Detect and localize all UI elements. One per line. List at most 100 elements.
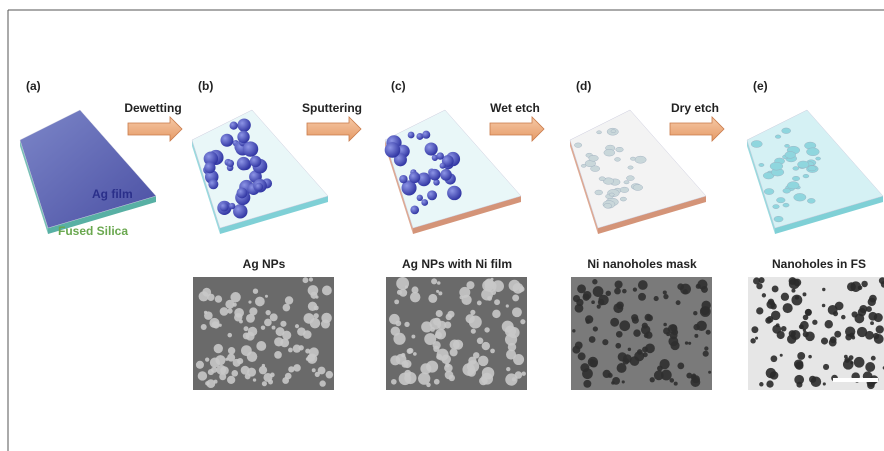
sem-feature <box>688 342 691 345</box>
nanohole <box>630 157 635 160</box>
sem-feature <box>315 296 318 299</box>
sem-feature <box>612 377 620 385</box>
sem-feature <box>198 371 207 380</box>
sem-feature <box>210 357 220 367</box>
sem-feature <box>871 356 876 361</box>
sem-feature <box>255 297 265 307</box>
sem-feature <box>654 296 659 301</box>
sem-feature <box>312 368 316 372</box>
nanoparticle <box>250 156 262 168</box>
sem-feature <box>616 331 623 338</box>
sem-feature <box>776 323 780 327</box>
sem-image <box>386 277 527 390</box>
sem-feature <box>441 354 451 364</box>
sem-feature <box>481 373 493 385</box>
sem-feature <box>506 367 510 371</box>
sem-feature <box>270 373 275 378</box>
sem-feature <box>274 337 283 346</box>
sem-feature <box>845 334 852 341</box>
sem-image <box>193 277 334 390</box>
sem-feature <box>215 295 222 302</box>
sem-feature <box>750 338 755 343</box>
arrow <box>490 117 544 141</box>
sem-feature <box>512 307 522 317</box>
sem-feature <box>244 326 249 331</box>
sem-feature <box>404 370 411 377</box>
sem-feature <box>791 330 801 340</box>
sem-feature <box>318 367 326 375</box>
sem-feature <box>805 309 811 315</box>
sem-feature <box>293 345 301 353</box>
sem-feature <box>796 382 802 388</box>
sem-feature <box>484 327 489 332</box>
nanoparticle <box>237 131 249 143</box>
nanohole <box>774 216 783 222</box>
sem-feature <box>697 279 707 289</box>
slab <box>747 110 883 234</box>
sem-feature <box>766 368 776 378</box>
sem-feature <box>670 378 675 383</box>
sem-feature <box>622 380 625 383</box>
nanoparticle <box>243 141 258 156</box>
sem-feature <box>771 355 778 362</box>
sem-feature <box>865 362 875 372</box>
nanohole <box>599 177 605 181</box>
nanohole <box>604 149 615 156</box>
sem-feature <box>854 357 865 368</box>
sem-feature <box>701 301 710 310</box>
sem-caption: Ag NPs with Ni film <box>402 257 512 271</box>
nanohole <box>764 189 774 195</box>
sem-feature <box>233 303 237 307</box>
sem-feature <box>280 321 286 327</box>
sem-image <box>748 277 884 390</box>
sem-feature <box>205 357 209 361</box>
nanohole <box>808 166 816 171</box>
sem-feature <box>766 380 773 387</box>
sem-feature <box>874 334 884 344</box>
nanohole <box>591 166 600 172</box>
nanohole <box>797 161 808 168</box>
sem-feature <box>592 279 597 284</box>
sem-feature <box>585 315 593 323</box>
sem-feature <box>850 361 853 364</box>
nanoparticle <box>447 186 461 200</box>
sem-feature <box>274 351 282 359</box>
sem-feature <box>426 361 438 373</box>
sem-feature <box>822 304 826 308</box>
sem-feature <box>307 354 317 364</box>
nanoparticle <box>255 183 263 191</box>
sem-feature <box>245 373 251 379</box>
nanohole <box>604 203 612 208</box>
nanohole <box>783 188 791 193</box>
sem-feature <box>394 299 399 304</box>
sem-feature <box>515 371 522 378</box>
nanohole <box>620 187 629 192</box>
sem-feature <box>265 295 268 298</box>
sem-feature <box>431 278 437 284</box>
sem-feature <box>426 383 431 388</box>
sem-feature <box>264 319 272 327</box>
scale-bar <box>833 378 878 382</box>
nanoparticle <box>422 131 430 139</box>
nanoparticle <box>229 203 235 209</box>
sem-feature <box>326 371 334 379</box>
nanohole <box>611 130 616 133</box>
sem-feature <box>253 378 256 381</box>
sem-feature <box>751 326 758 333</box>
sem-feature <box>861 281 867 287</box>
sem-feature <box>762 293 766 297</box>
sem-feature <box>282 331 291 340</box>
sem-feature <box>663 323 667 327</box>
sem-feature <box>256 341 266 351</box>
sem-feature <box>436 290 439 293</box>
figure: (a)(b)Ag NPs(c)Ag NPs with Ni film(d)Ni … <box>0 0 884 451</box>
sem-feature <box>614 288 621 295</box>
sem-feature <box>642 346 648 352</box>
sem-feature <box>319 380 325 386</box>
sem-feature <box>572 329 575 332</box>
sem-feature <box>646 315 653 322</box>
arrow <box>307 117 361 141</box>
sem-feature <box>308 285 319 296</box>
sem-feature <box>297 327 306 336</box>
sem-feature <box>755 337 758 340</box>
